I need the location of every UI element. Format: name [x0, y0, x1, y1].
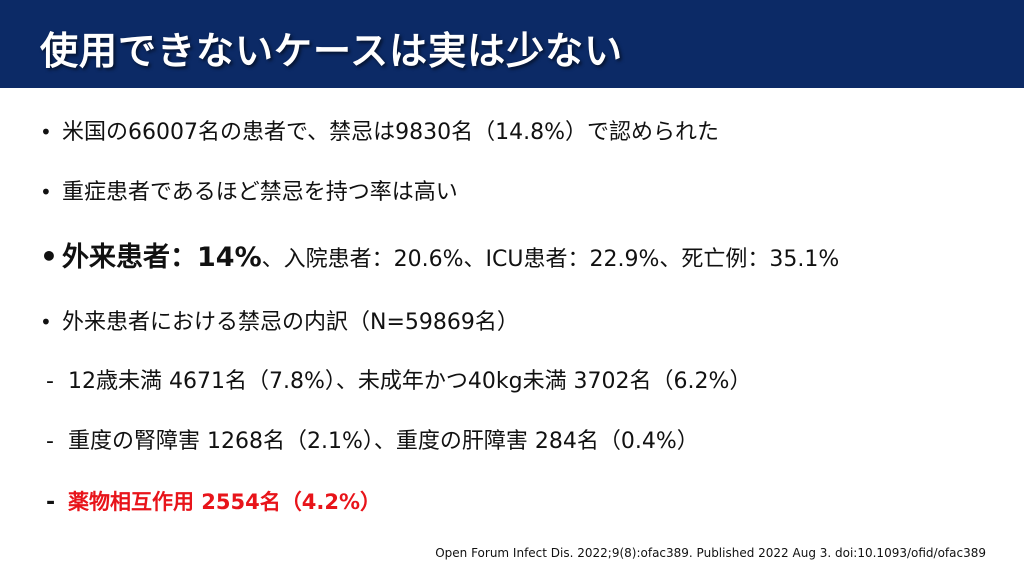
- bullet-marker: •: [40, 240, 58, 273]
- sub-item-highlight: - 薬物相互作用 2554名（4.2%）: [40, 487, 381, 518]
- sub-item: - 重度の腎障害 1268名（2.1%）、重度の肝障害 284名（0.4%）: [40, 427, 699, 457]
- dash-marker: -: [46, 429, 54, 454]
- sub-item: -12歳未満 4671名（7.8%）、未成年かつ40kg未満 3702名（6.2…: [40, 367, 751, 397]
- citation: Open Forum Infect Dis. 2022;9(8):ofac389…: [435, 546, 986, 560]
- dash-marker: -: [46, 369, 54, 394]
- bullet-item: • 米国の66007名の患者で、禁忌は9830名（14.8%）で認められた: [40, 117, 719, 148]
- bullet-item-emphasis: • 外来患者：14%、入院患者：20.6%、ICU患者：22.9%、死亡例：35.…: [40, 242, 839, 275]
- dash-marker: -: [46, 490, 56, 515]
- bullet-text: 外来患者における禁忌の内訳（N=59869名）: [62, 310, 519, 335]
- bullet-marker: •: [40, 310, 52, 334]
- slide-title: 使用できないケースは実は少ない: [40, 29, 624, 73]
- bullet-item: • 外来患者における禁忌の内訳（N=59869名）: [40, 307, 519, 338]
- bullet-text: 米国の66007名の患者で、禁忌は9830名（14.8%）で認められた: [62, 120, 719, 145]
- bullet-item: • 重症患者であるほど禁忌を持つ率は高い: [40, 177, 458, 208]
- title-bar: 使用できないケースは実は少ない: [0, 0, 1024, 88]
- bullet-text: 、入院患者：20.6%、ICU患者：22.9%、死亡例：35.1%: [261, 247, 840, 272]
- sub-item-text: 12歳未満 4671名（7.8%）、未成年かつ40kg未満 3702名（6.2%…: [68, 369, 752, 394]
- bullet-text: 重症患者であるほど禁忌を持つ率は高い: [62, 180, 458, 205]
- drug-interaction-text: 薬物相互作用 2554名（4.2%）: [68, 490, 381, 514]
- bullet-marker: •: [40, 120, 52, 144]
- sub-item-text: 重度の腎障害 1268名（2.1%）、重度の肝障害 284名（0.4%）: [68, 429, 699, 454]
- bullet-marker: •: [40, 180, 52, 204]
- outpatient-rate: 外来患者：14%: [62, 242, 262, 273]
